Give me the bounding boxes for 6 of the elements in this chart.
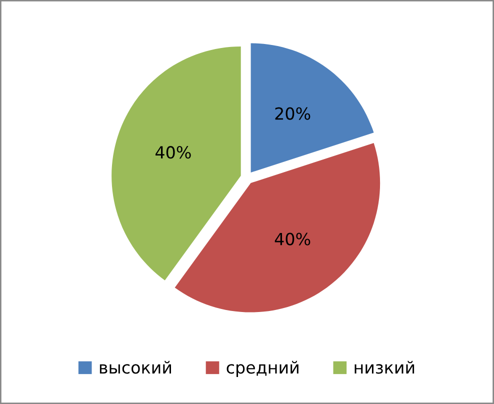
legend-label: средний — [226, 360, 298, 377]
data-label: 40% — [274, 232, 310, 246]
data-label: 40% — [156, 146, 191, 159]
legend-label: низкий — [354, 360, 414, 374]
legend-label: высокий — [100, 360, 171, 374]
data-label: 20% — [275, 107, 310, 120]
